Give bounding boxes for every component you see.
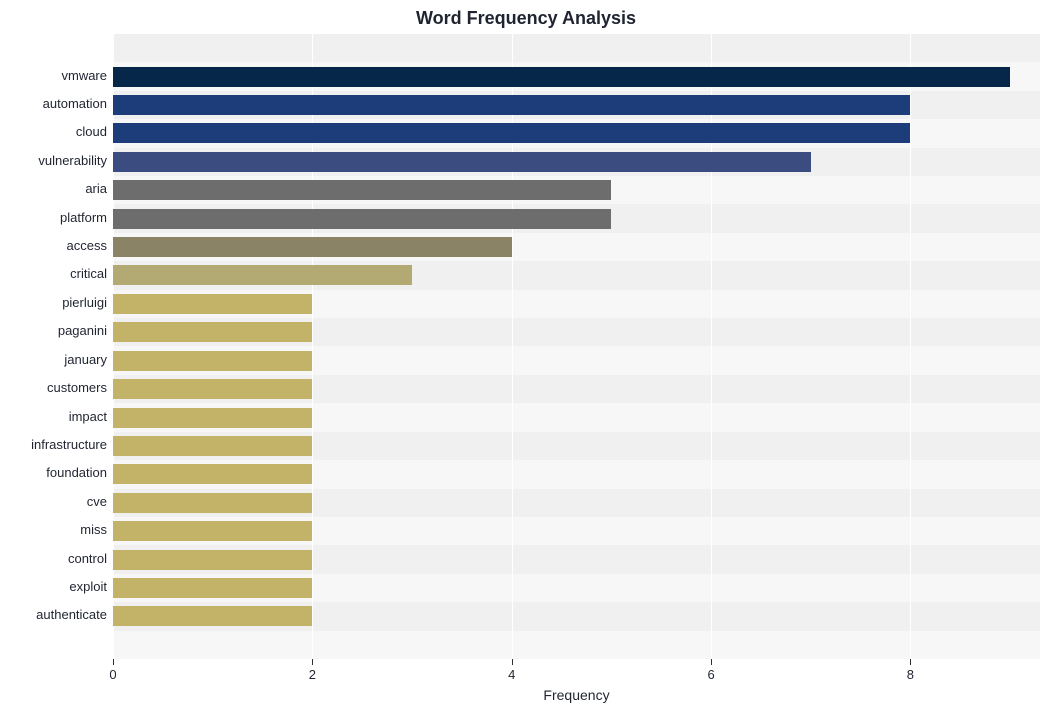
bar	[113, 95, 910, 115]
bar	[113, 521, 312, 541]
y-tick-label: pierluigi	[62, 295, 107, 310]
y-tick-label: access	[67, 238, 107, 253]
bar	[113, 294, 312, 314]
plot-area	[113, 34, 1040, 659]
y-tick-label: cloud	[76, 124, 107, 139]
bar	[113, 209, 611, 229]
bar	[113, 606, 312, 626]
y-tick-label: control	[68, 551, 107, 566]
x-tick-label: 4	[492, 667, 532, 682]
bar	[113, 180, 611, 200]
bar	[113, 67, 1010, 87]
grid-line	[910, 34, 911, 659]
y-tick-label: cve	[87, 494, 107, 509]
x-tick	[512, 659, 513, 665]
x-tick	[910, 659, 911, 665]
y-tick-label: platform	[60, 210, 107, 225]
bar	[113, 237, 512, 257]
y-tick-label: automation	[43, 96, 107, 111]
x-tick	[711, 659, 712, 665]
bar	[113, 265, 412, 285]
x-tick	[113, 659, 114, 665]
bar	[113, 464, 312, 484]
bar	[113, 351, 312, 371]
bar	[113, 322, 312, 342]
bar	[113, 379, 312, 399]
chart-title: Word Frequency Analysis	[0, 8, 1052, 29]
y-tick-label: infrastructure	[31, 437, 107, 452]
row-band	[113, 34, 1040, 62]
bar	[113, 550, 312, 570]
bar	[113, 123, 910, 143]
y-tick-label: january	[64, 352, 107, 367]
y-tick-label: vulnerability	[38, 153, 107, 168]
x-tick-label: 6	[691, 667, 731, 682]
bar	[113, 578, 312, 598]
y-tick-label: authenticate	[36, 607, 107, 622]
y-tick-label: exploit	[69, 579, 107, 594]
y-tick-label: critical	[70, 266, 107, 281]
y-tick-label: paganini	[58, 323, 107, 338]
bar	[113, 152, 811, 172]
x-tick-label: 8	[890, 667, 930, 682]
bar	[113, 493, 312, 513]
y-tick-label: vmware	[61, 68, 107, 83]
y-tick-label: miss	[80, 522, 107, 537]
y-tick-label: impact	[69, 409, 107, 424]
word-frequency-chart: Word Frequency Analysis vmware automation…	[0, 0, 1052, 701]
x-tick-label: 2	[292, 667, 332, 682]
x-tick-label: 0	[93, 667, 133, 682]
y-tick-label: foundation	[46, 465, 107, 480]
x-tick	[312, 659, 313, 665]
bar	[113, 408, 312, 428]
y-tick-label: aria	[85, 181, 107, 196]
bar	[113, 436, 312, 456]
y-tick-label: customers	[47, 380, 107, 395]
